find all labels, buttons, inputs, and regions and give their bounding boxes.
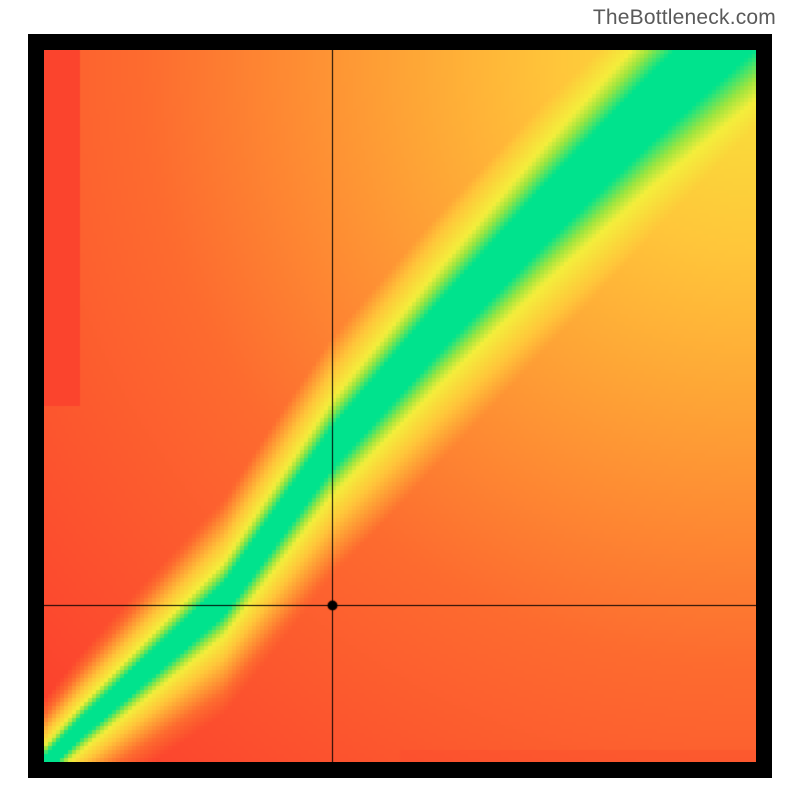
watermark-text: TheBottleneck.com xyxy=(593,6,776,30)
chart-frame xyxy=(28,34,772,778)
plot-area xyxy=(44,50,756,762)
image-root: TheBottleneck.com xyxy=(0,0,800,800)
heatmap-canvas xyxy=(44,50,756,762)
